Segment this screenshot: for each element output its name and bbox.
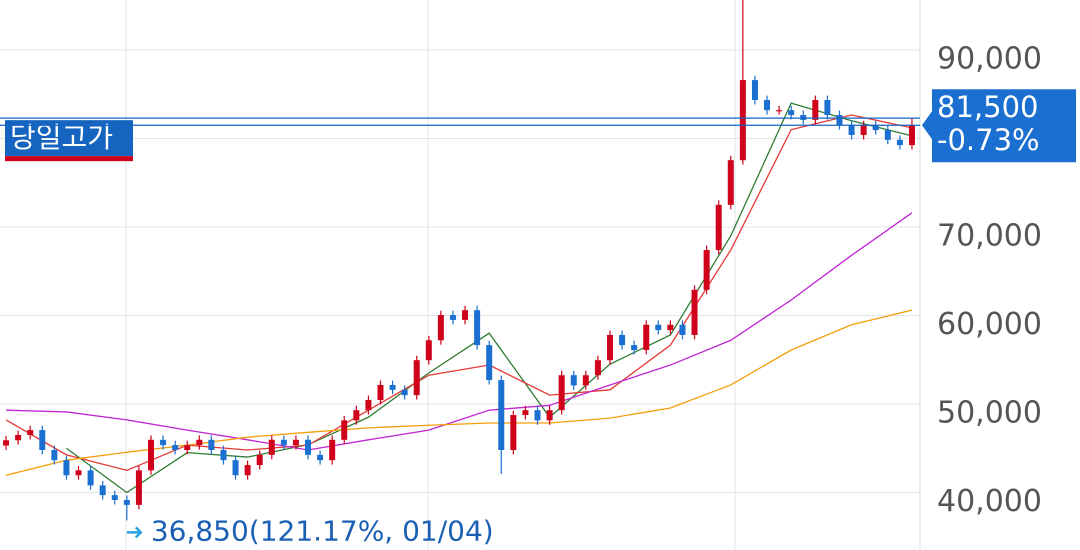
candle-body: [329, 439, 336, 461]
candle-body: [655, 324, 662, 331]
candle-body: [268, 439, 275, 455]
candle-body: [341, 420, 348, 440]
candle-body: [317, 454, 324, 461]
candle-body: [196, 439, 203, 446]
candle-body: [727, 160, 734, 205]
candle-body: [135, 470, 142, 505]
candle-body: [413, 360, 420, 396]
candle-body: [63, 460, 70, 476]
candle-body: [715, 204, 722, 250]
candle-body: [75, 470, 82, 476]
candle-body: [51, 450, 58, 461]
day-high-underline: [5, 156, 133, 162]
last-price: 81,500: [937, 90, 1038, 124]
candle-body: [3, 440, 10, 446]
candle-body: [208, 439, 215, 450]
candle-body: [884, 130, 891, 140]
candle-body: [691, 289, 698, 335]
notes: 당일고가 81,500-0.73% 36,850(121.17%, 01/04): [0, 89, 1076, 547]
candle-body: [582, 375, 589, 386]
low-label: 36,850(121.17%, 01/04): [151, 514, 494, 547]
candle-body: [220, 450, 227, 461]
candle-body: [872, 125, 879, 131]
last-change: -0.73%: [937, 123, 1040, 157]
y-tick-label: 90,000: [937, 42, 1042, 77]
candle-body: [751, 80, 758, 100]
candle-body: [280, 439, 287, 446]
candle-body: [860, 125, 867, 135]
candle-body: [848, 125, 855, 135]
candle-body: [39, 430, 46, 450]
candle-body: [87, 470, 94, 486]
candles: [3, 0, 915, 521]
candle-body: [498, 380, 505, 450]
candle-body: [486, 345, 493, 381]
candle-body: [606, 334, 613, 361]
candle-body: [631, 345, 638, 350]
y-tick-label: 70,000: [937, 218, 1042, 253]
candle-body: [788, 110, 795, 116]
candle-body: [812, 100, 819, 120]
moving-average: [5, 309, 913, 476]
candle-body: [389, 384, 396, 390]
candle-body: [15, 434, 22, 441]
candle-body: [232, 460, 239, 476]
candle-body: [172, 445, 179, 450]
candle-body: [305, 439, 312, 455]
candle-body: [836, 115, 843, 126]
day-high-label: 당일고가: [10, 121, 113, 154]
candle-body: [643, 324, 650, 350]
candle-body: [896, 139, 903, 146]
candle-body: [800, 115, 807, 120]
candle-body: [534, 410, 541, 421]
day-high-tag: [5, 120, 133, 157]
moving-average: [6, 212, 913, 451]
candle-body: [377, 384, 384, 400]
candle-body: [99, 485, 106, 496]
candle-body: [739, 80, 746, 161]
candle-body: [474, 310, 481, 346]
candle-body: [558, 375, 565, 411]
moving-average: [5, 114, 913, 472]
lines: [5, 102, 913, 494]
candle-body: [546, 410, 553, 421]
candle-body: [764, 100, 771, 111]
candle-body: [244, 465, 251, 476]
candle-body: [776, 110, 783, 112]
candle-body: [292, 439, 299, 446]
candle-body: [353, 410, 360, 421]
candle-body: [123, 500, 130, 505]
candle-body: [570, 375, 577, 386]
candle-body: [401, 389, 408, 396]
candle-body: [462, 310, 469, 320]
price-box: [922, 89, 1076, 163]
candle-body: [27, 430, 34, 435]
low-arrow: [126, 526, 143, 539]
candle-body: [184, 445, 191, 450]
candle-body: [667, 324, 674, 331]
candle-body: [679, 324, 686, 335]
candle-body: [437, 315, 444, 341]
candle-body: [619, 334, 626, 346]
moving-average: [66, 102, 913, 494]
candle-body: [111, 495, 118, 500]
candle-body: [160, 439, 167, 446]
y-tick-label: 60,000: [937, 307, 1042, 342]
candle-body: [365, 400, 372, 411]
y-tick-label: 40,000: [937, 484, 1042, 519]
candle-body: [908, 125, 915, 146]
candle-body: [522, 410, 529, 416]
candle-body: [594, 360, 601, 376]
candle-body: [510, 415, 517, 450]
candle-body: [425, 340, 432, 361]
candle-body: [824, 100, 831, 116]
y-tick-label: 50,000: [937, 395, 1042, 430]
candle-body: [703, 250, 710, 290]
candle-body: [449, 315, 456, 320]
candle-body: [256, 454, 263, 466]
candle-body: [147, 439, 154, 471]
